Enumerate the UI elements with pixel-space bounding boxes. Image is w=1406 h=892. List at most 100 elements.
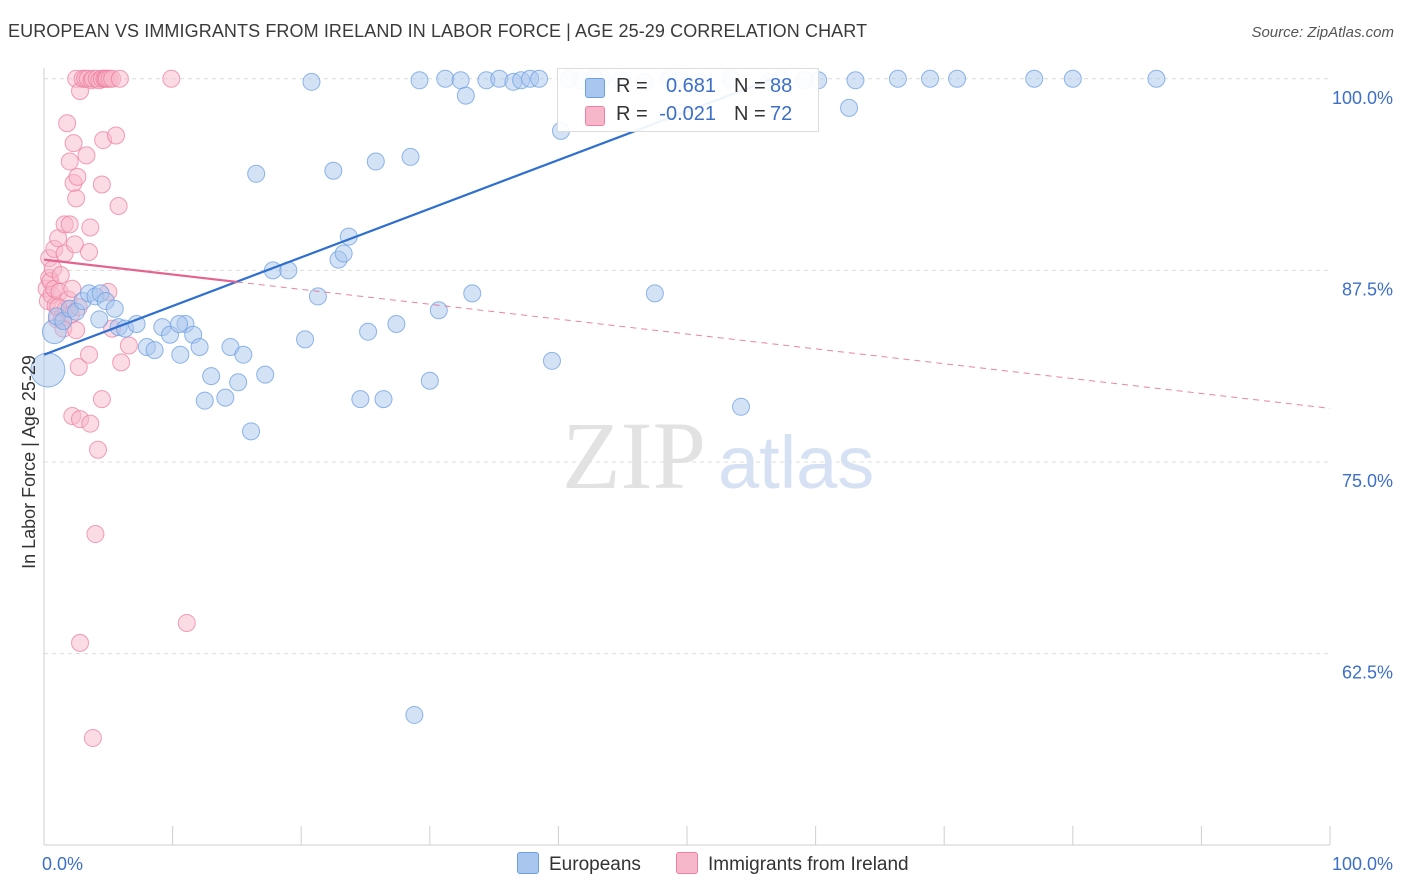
point-europeans-51	[429, 301, 448, 320]
point-ireland-70	[177, 613, 196, 632]
point-europeans-53	[451, 71, 470, 90]
stats-n-value: 72	[770, 103, 793, 125]
point-europeans-23	[190, 338, 209, 357]
legend-item-ireland[interactable]: Immigrants from Ireland	[676, 852, 909, 876]
point-ireland-13	[51, 265, 70, 284]
point-europeans-86	[1063, 69, 1082, 88]
legend-swatch-ireland	[676, 852, 698, 874]
point-europeans-81	[846, 71, 865, 90]
source-label: Source: ZipAtlas.com	[1251, 24, 1394, 41]
point-ireland-22	[60, 152, 79, 171]
point-europeans-70	[645, 284, 664, 303]
point-europeans-62	[542, 351, 561, 370]
axes	[43, 68, 1331, 846]
stats-n-label: N =	[734, 103, 766, 125]
watermark: ZIP atlas	[562, 402, 874, 509]
point-europeans-43	[351, 390, 370, 409]
stats-swatch-europeans	[585, 78, 605, 98]
stats-row-europeans: R = 0.681 N = 88	[558, 74, 818, 100]
point-europeans-25	[195, 391, 214, 410]
point-europeans-55	[463, 284, 482, 303]
legend-label-ireland: Immigrants from Ireland	[708, 854, 909, 875]
tick-labels: 100.0% 87.5% 75.0% 62.5% 0.0% 100.0%	[42, 88, 1393, 874]
point-europeans-46	[374, 390, 393, 409]
point-europeans-45	[366, 152, 385, 171]
stats-r-label: R =	[616, 103, 648, 125]
point-europeans-47	[387, 315, 406, 334]
point-europeans-84	[948, 69, 967, 88]
y-tick-label-2: 75.0%	[1342, 471, 1393, 491]
point-ireland-44	[81, 218, 100, 237]
point-ireland-28	[65, 235, 84, 254]
point-ireland-21	[60, 215, 79, 234]
point-europeans-48	[401, 147, 420, 166]
point-ireland-29	[67, 189, 86, 208]
stats-row-ireland: R = -0.021 N = 72	[558, 102, 818, 128]
point-ireland-45	[81, 414, 100, 433]
point-ireland-42	[80, 242, 99, 261]
point-ireland-30	[67, 321, 86, 340]
point-europeans-24	[170, 315, 189, 334]
point-ireland-26	[64, 134, 83, 153]
point-ireland-55	[92, 175, 111, 194]
stats-n-label: N =	[734, 75, 766, 97]
point-ireland-48	[83, 728, 102, 747]
point-europeans-39	[324, 161, 343, 180]
point-europeans-36	[296, 330, 315, 349]
point-europeans-11	[90, 310, 109, 329]
point-europeans-12	[105, 299, 124, 318]
y-tick-label-1: 87.5%	[1342, 279, 1393, 299]
point-ireland-32	[68, 167, 87, 186]
chart-title: EUROPEAN VS IMMIGRANTS FROM IRELAND IN L…	[8, 21, 868, 41]
gridlines	[44, 78, 1330, 655]
point-europeans-26	[202, 367, 221, 386]
point-ireland-64	[107, 126, 126, 145]
point-ireland-49	[86, 525, 105, 544]
point-europeans-32	[247, 164, 266, 183]
x-tick-label-1: 100.0%	[1332, 854, 1393, 874]
point-ireland-24	[63, 279, 82, 298]
trend-line-ireland-solid	[43, 258, 238, 284]
point-ireland-66	[110, 69, 129, 88]
watermark-zip: ZIP	[562, 402, 706, 509]
point-ireland-54	[92, 390, 111, 409]
point-ireland-65	[109, 196, 128, 215]
y-tick-label-0: 100.0%	[1332, 88, 1393, 108]
point-europeans-87	[1147, 69, 1166, 88]
point-europeans-31	[242, 422, 261, 441]
point-europeans-83	[921, 69, 940, 88]
point-europeans-88	[405, 705, 424, 724]
stats-n-value: 88	[770, 75, 793, 97]
point-ireland-69	[162, 69, 181, 88]
point-europeans-82	[888, 69, 907, 88]
point-ireland-51	[89, 440, 108, 459]
point-ireland-19	[58, 114, 77, 133]
point-ireland-34	[69, 357, 88, 376]
legend-swatch-europeans	[517, 852, 539, 874]
y-axis-label: In Labor Force | Age 25-29	[19, 355, 39, 569]
point-europeans-37	[302, 72, 321, 91]
stats-box: R = 0.681 N = 88 R = -0.021 N = 72	[557, 68, 819, 132]
point-europeans-33	[256, 365, 275, 384]
point-europeans-27	[216, 388, 235, 407]
point-europeans-30	[234, 345, 253, 364]
point-ireland-37	[71, 633, 90, 652]
point-ireland-67	[112, 353, 131, 372]
point-europeans-41	[334, 244, 353, 263]
watermark-atlas: atlas	[718, 421, 874, 504]
point-europeans-20	[171, 345, 190, 364]
point-europeans-80	[840, 98, 859, 117]
point-europeans-38	[308, 287, 327, 306]
point-europeans-29	[229, 373, 248, 392]
point-europeans-44	[359, 322, 378, 341]
point-ireland-68	[119, 336, 138, 355]
stats-r-value: 0.681	[665, 75, 716, 97]
stats-r-label: R =	[616, 75, 648, 97]
x-tick-label-0: 0.0%	[42, 854, 83, 874]
legend-label-europeans: Europeans	[549, 854, 641, 875]
legend-item-europeans[interactable]: Europeans	[517, 852, 641, 876]
point-europeans-54	[456, 86, 475, 105]
point-europeans-61	[530, 69, 549, 88]
stats-swatch-ireland	[585, 106, 605, 126]
